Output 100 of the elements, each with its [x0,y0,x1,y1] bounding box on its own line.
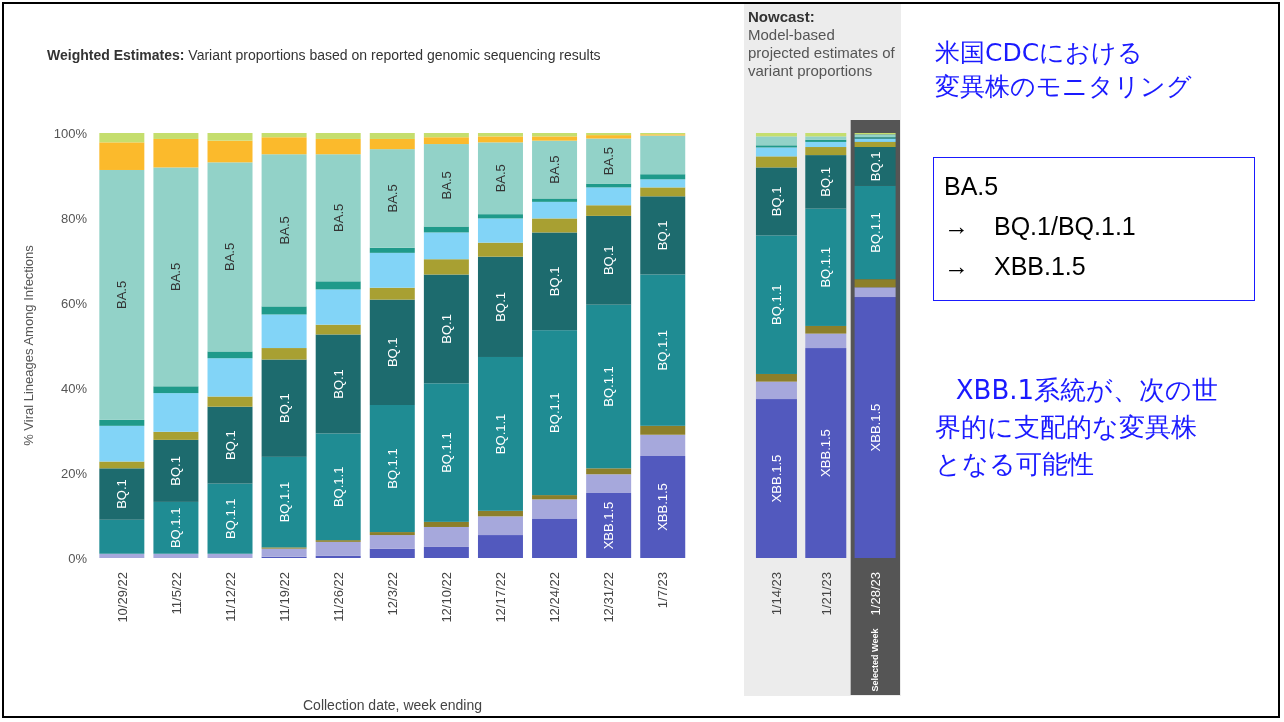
bar [477,242,523,257]
bar [261,456,307,548]
data-label: BA.5 [492,164,508,193]
data-label: BQ.1.1 [655,329,671,371]
bar [854,147,896,186]
bar [369,535,415,549]
data-label: BQ.1.1 [768,284,784,325]
bar [805,155,847,209]
bar [755,136,797,146]
bar [153,167,199,387]
y-tick-label: 80% [60,210,88,226]
bar [477,214,523,219]
data-label: BQ.1.1 [492,413,508,455]
bar [805,333,847,349]
bar [532,518,578,558]
data-label: BA.5 [276,216,292,245]
bar [477,356,523,511]
bar [207,133,253,141]
bar [477,142,523,215]
x-tick-label: 1/28/23 [867,572,883,616]
x-tick-label: 1/21/23 [818,572,834,616]
chart-title: Nowcast: [748,8,815,25]
text: → XBB.1.5 [944,251,1087,282]
bar [477,516,523,536]
bar [532,201,578,219]
bar [99,169,145,420]
bar [586,474,632,493]
bar [207,396,253,407]
bar [153,501,199,554]
data-label: BQ.1.1 [601,366,617,407]
data-label: BQ.1 [818,167,834,197]
bar [755,145,797,148]
bar [586,205,632,216]
bar [369,287,415,300]
x-tick-label: 12/31/22 [601,572,617,623]
bar [369,299,415,405]
bar [207,553,253,558]
text: 米国CDCにおける [935,37,1145,69]
y-tick-label: 20% [60,465,88,481]
bar [640,196,686,275]
bar [369,548,415,558]
data-label: BQ.1.1 [330,466,346,508]
data-label: BQ.1 [168,456,184,486]
bar [532,198,578,202]
bar [261,137,307,155]
data-label: XBB.1.5 [867,403,883,452]
x-tick-label: 11/12/22 [222,572,238,622]
data-label: XBB.1.5 [818,429,834,477]
bar [261,348,307,360]
text: 変異株のモニタリング [935,71,1193,103]
bar [423,526,469,547]
band-label: Selected Week [870,627,881,692]
bar [423,133,469,138]
data-label: BA.5 [114,280,130,310]
data-label: BQ.1 [601,245,617,276]
x-tick-label: 1/7/23 [655,572,671,609]
bar [369,138,415,150]
bar [369,149,415,248]
bar [369,252,415,288]
bar [854,185,896,280]
bar [532,495,578,500]
data-label: BQ.1 [330,369,346,399]
y-tick-label: 40% [60,380,88,396]
y-tick-label: 60% [60,295,88,311]
data-label: BA.5 [601,146,617,176]
chart-subtitle: Variant proportions based on reported genomic sequencing results [187,47,601,63]
x-tick-label: 11/5/22 [168,572,184,615]
bar [261,359,307,457]
bar [755,167,797,236]
data-label: BA.5 [168,262,184,291]
x-tick-label: 12/3/22 [385,572,400,616]
bar [369,247,415,253]
bar [207,483,253,554]
bar [261,154,307,307]
bar [99,142,145,170]
bar [586,215,632,305]
bar [261,306,307,315]
data-label: BQ.1 [547,266,563,297]
data-label: XBB.1.5 [601,501,617,550]
bar [854,287,896,298]
bar [153,553,199,558]
x-tick-label: 11/26/22 [330,572,346,622]
data-label: BA.5 [438,171,454,200]
text: XBB.1系統が、次の世界的に支配的な変異株となる可能性 [935,374,1219,481]
x-tick-label: 11/19/22 [276,572,292,622]
bar [207,351,253,359]
bar [153,439,199,502]
bar [586,138,632,184]
bar [261,548,307,557]
bar [423,521,469,527]
text: → BQ.1/BQ.1.1 [944,211,1137,242]
bar [315,138,361,155]
bar [532,499,578,519]
x-tick-label: 12/24/22 [547,572,563,623]
bar [477,510,523,517]
data-label: BQ.1 [114,479,130,509]
bar [99,519,145,554]
bar [586,492,632,558]
bar [755,399,797,558]
x-tick-label: 1/14/23 [769,572,785,616]
